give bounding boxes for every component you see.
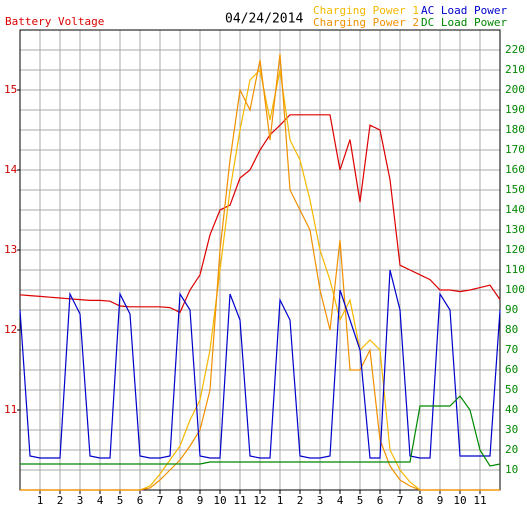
y2-tick-label: 100 [505,283,525,296]
series-line [20,395,501,467]
y2-tick-label: 220 [505,43,525,56]
x-tick-label: 10 [213,494,226,507]
x-tick-label: 9 [437,494,444,507]
chart-title: 04/24/2014 [225,12,303,27]
y-tick-label: 11 [4,403,17,416]
x-tick-label: 1 [37,494,44,507]
x-tick-label: 5 [117,494,124,507]
y-tick-label: 15 [4,83,17,96]
y2-tick-label: 170 [505,143,525,156]
x-tick-label: 3 [77,494,84,507]
legend-entry: Charging Power 1 [313,4,419,17]
x-tick-label: 5 [357,494,364,507]
legend-entry: Battery Voltage [5,15,104,28]
y-tick-label: 14 [4,163,18,176]
y2-tick-label: 40 [505,403,518,416]
x-tick-label: 9 [197,494,204,507]
x-tick-label: 4 [337,494,344,507]
plot-frame [19,29,501,491]
series-line [19,114,501,314]
y-tick-label: 13 [4,243,17,256]
y2-tick-label: 130 [505,223,525,236]
y2-tick-label: 110 [505,263,525,276]
x-tick-label: 11 [233,494,246,507]
y2-tick-label: 180 [505,123,525,136]
series-line [20,53,500,491]
y2-tick-label: 60 [505,363,518,376]
x-tick-label: 7 [397,494,404,507]
y-tick-label: 12 [4,323,17,336]
y2-tick-label: 30 [505,423,518,436]
y2-tick-label: 190 [505,103,525,116]
x-tick-label: 2 [57,494,64,507]
y2-tick-label: 140 [505,203,525,216]
y2-tick-label: 50 [505,383,518,396]
x-tick-label: 6 [377,494,384,507]
y2-tick-label: 150 [505,183,525,196]
y2-tick-label: 80 [505,323,518,336]
x-tick-label: 4 [97,494,104,507]
x-tick-label: 2 [297,494,304,507]
x-tick-label: 11 [473,494,486,507]
series-line [19,269,501,459]
legend-entry: AC Load Power [421,4,507,17]
y2-tick-label: 90 [505,303,518,316]
x-tick-label: 8 [417,494,424,507]
x-tick-label: 3 [317,494,324,507]
x-tick-label: 1 [277,494,284,507]
y2-tick-label: 10 [505,463,518,476]
y2-tick-label: 200 [505,83,525,96]
x-tick-label: 6 [137,494,144,507]
y2-tick-label: 160 [505,163,525,176]
y2-tick-label: 70 [505,343,518,356]
x-tick-label: 10 [453,494,466,507]
y2-tick-label: 210 [505,63,525,76]
x-tick-label: 12 [253,494,266,507]
y2-tick-label: 120 [505,243,525,256]
legend-entry: DC Load Power [421,16,507,29]
x-tick-label: 8 [177,494,184,507]
y2-tick-label: 20 [505,443,518,456]
x-tick-label: 7 [157,494,164,507]
legend-entry: Charging Power 2 [313,16,419,29]
